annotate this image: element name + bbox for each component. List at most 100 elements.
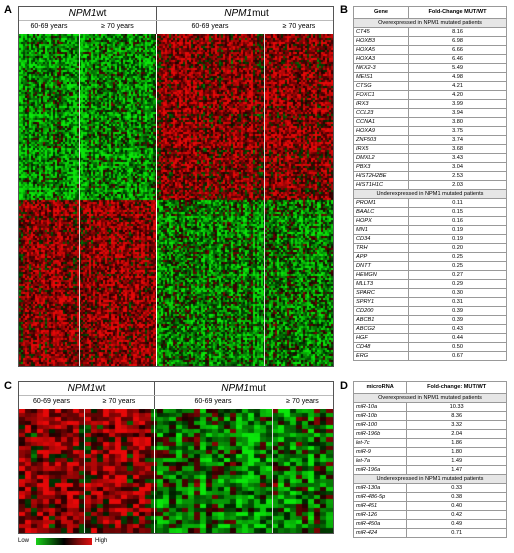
group-divider-body: [156, 34, 157, 366]
heatmap-c-matrix: [19, 409, 333, 533]
table-row: BAALC 0.15: [352, 207, 507, 217]
table-row: CD34 0.19: [352, 234, 507, 244]
subgroup-divider: [79, 34, 80, 366]
row-name-cell: HOPX: [352, 216, 410, 226]
row-name-cell: let-7c: [352, 438, 408, 448]
table-section-row: Underexpressed in NPM1 mutated patients: [353, 189, 507, 199]
table-row: HIST1H1C 2.03: [352, 180, 507, 190]
row-value-cell: 0.31: [408, 297, 507, 307]
section-heading: Underexpressed in NPM1 mutated patients: [353, 474, 507, 484]
row-value-cell: 0.11: [408, 198, 507, 208]
row-name-cell: BAALC: [352, 207, 410, 217]
table-row: FOXC1 4.20: [352, 90, 507, 100]
table-row: MLLT3 0.29: [352, 279, 507, 289]
table-row: let-7c 1.86: [352, 438, 507, 448]
row-value-cell: 0.30: [408, 288, 507, 298]
age-label: ≥ 70 years: [102, 398, 136, 405]
table-row: let-7a 1.49: [352, 456, 507, 466]
row-value-cell: 6.66: [408, 45, 507, 55]
subgroup-divider: [272, 409, 273, 533]
row-name-cell: FOXC1: [352, 90, 410, 100]
table-row: miR-9 1.80: [352, 447, 507, 457]
group-label-mut: NPM1mut: [221, 383, 266, 394]
heatmap-c-header: NPM1wt NPM1mut 60-69 years ≥ 70 years 60…: [19, 382, 333, 410]
row-name-cell: HGF: [352, 333, 410, 343]
section-heading: Overexpressed in NPM1 mutated patients: [353, 18, 507, 28]
table-row: PBX3 3.04: [352, 162, 507, 172]
row-name-cell: ERG: [352, 351, 410, 361]
table-row: SPRY1 0.31: [352, 297, 507, 307]
table-row: HGF 0.44: [352, 333, 507, 343]
table-row: PROM1 0.11: [352, 198, 507, 208]
row-name-cell: HEMGN: [352, 270, 410, 280]
table-row: miR-450a 0.49: [352, 519, 507, 529]
row-name-cell: miR-10b: [352, 411, 408, 421]
table-row: NKX2-3 5.49: [352, 63, 507, 73]
row-name-cell: miR-100: [352, 420, 408, 430]
row-value-cell: 0.39: [408, 306, 507, 316]
row-name-cell: miR-126: [352, 510, 408, 520]
row-name-cell: miR-196a: [352, 465, 408, 475]
row-value-cell: 0.19: [408, 234, 507, 244]
table-row: HOXA5 6.66: [352, 45, 507, 55]
row-name-cell: CT45: [352, 27, 410, 37]
table-row: IRX5 3.68: [352, 144, 507, 154]
age-label: ≥ 70 years: [101, 23, 134, 30]
heatmap-c: NPM1wt NPM1mut 60-69 years ≥ 70 years 60…: [18, 381, 334, 534]
row-value-cell: 0.27: [408, 270, 507, 280]
table-row: HOXA3 6.46: [352, 54, 507, 64]
group-divider-body: [154, 409, 155, 533]
row-value-cell: 8.16: [408, 27, 507, 37]
table-row: ABCG2 0.43: [352, 324, 507, 334]
row-value-cell: 0.19: [408, 225, 507, 235]
panel-label-b: B: [340, 4, 348, 16]
age-label: 60-69 years: [33, 398, 70, 405]
row-name-cell: HOXB3: [352, 36, 410, 46]
table-row: miR-424 0.71: [352, 528, 507, 538]
table-row: miR-100 3.32: [352, 420, 507, 430]
table-row: HIST2H2BE 2.53: [352, 171, 507, 181]
row-name-cell: CD48: [352, 342, 410, 352]
row-value-cell: 1.47: [406, 465, 507, 475]
row-value-cell: 3.04: [408, 162, 507, 172]
row-name-cell: ABCB1: [352, 315, 410, 325]
table-row: CCNA1 3.80: [352, 117, 507, 127]
fold-change-table-micrornas: microRNA Fold-change: MUT/WT Overexpressed…: [352, 381, 507, 538]
heatmap-a-header: NPM1wt NPM1mut 60-69 years ≥ 70 years 60…: [19, 7, 333, 35]
row-name-cell: miR-10a: [352, 402, 408, 412]
heatmap-a-matrix: [19, 34, 333, 366]
table-row: miR-486-5p 0.38: [352, 492, 507, 502]
table-row: ERG 0.67: [352, 351, 507, 361]
row-value-cell: 4.98: [408, 72, 507, 82]
table-row: miR-130a 0.33: [352, 483, 507, 493]
row-name-cell: CCNA1: [352, 117, 410, 127]
section-heading: Underexpressed in NPM1 mutated patients: [353, 189, 507, 199]
row-name-cell: MN1: [352, 225, 410, 235]
row-value-cell: 2.04: [406, 429, 507, 439]
heatmap-a: NPM1wt NPM1mut 60-69 years ≥ 70 years 60…: [18, 6, 334, 367]
row-name-cell: miR-9: [352, 447, 408, 457]
row-name-cell: SPRY1: [352, 297, 410, 307]
row-value-cell: 0.16: [408, 216, 507, 226]
column-header-fold-change: Fold-change: MUT/WT: [406, 381, 507, 394]
row-name-cell: DMXL2: [352, 153, 410, 163]
legend-low-label: Low: [18, 538, 30, 544]
group-label-wt: NPM1wt: [67, 383, 106, 394]
table-section-row: Overexpressed in NPM1 mutated patients: [353, 18, 507, 28]
table-row: SPARC 0.30: [352, 288, 507, 298]
header-rule: [19, 395, 333, 396]
row-value-cell: 0.39: [408, 315, 507, 325]
row-value-cell: 2.53: [408, 171, 507, 181]
row-value-cell: 0.49: [406, 519, 507, 529]
row-value-cell: 0.25: [408, 252, 507, 262]
row-value-cell: 3.43: [408, 153, 507, 163]
table-row: HOXA9 3.75: [352, 126, 507, 136]
table-section-row: Overexpressed in NPM1 mutated patients: [353, 393, 507, 403]
table-row: miR-10b 8.36: [352, 411, 507, 421]
table-row: miR-196a 1.47: [352, 465, 507, 475]
row-name-cell: miR-196b: [352, 429, 408, 439]
row-value-cell: 1.86: [406, 438, 507, 448]
row-value-cell: 4.21: [408, 81, 507, 91]
row-value-cell: 1.80: [406, 447, 507, 457]
row-name-cell: miR-424: [352, 528, 408, 538]
